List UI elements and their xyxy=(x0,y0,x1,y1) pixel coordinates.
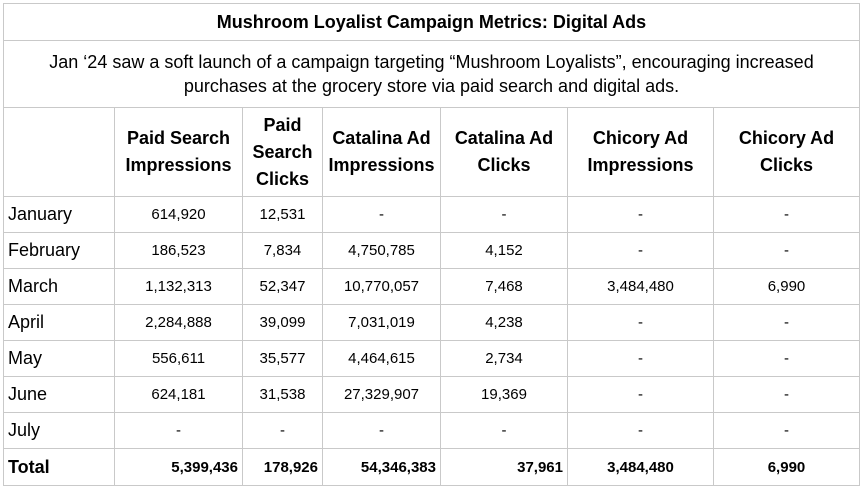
value-cell: 556,611 xyxy=(114,340,243,377)
value-cell: 7,468 xyxy=(440,268,568,305)
value-cell: 6,990 xyxy=(713,268,860,305)
value-cell: - xyxy=(114,412,243,449)
table-row: February 186,523 7,834 4,750,785 4,152- - xyxy=(3,232,860,269)
value-cell: - xyxy=(440,412,568,449)
value-cell: - xyxy=(567,304,714,341)
table-row: July - - - - - - xyxy=(3,412,860,449)
value-cell: 35,577 xyxy=(242,340,323,377)
table-row: June 624,181 31,538 27,329,907 19,369- - xyxy=(3,376,860,413)
header-cell-chicory-ad-impressions: Chicory Ad Impressions xyxy=(567,107,714,197)
value-cell: 2,284,888 xyxy=(114,304,243,341)
value-cell: - xyxy=(713,304,860,341)
value-cell: 7,031,019 xyxy=(322,304,441,341)
value-cell: - xyxy=(713,196,860,233)
value-cell: - xyxy=(713,376,860,413)
table-row: March 1,132,313 52,347 10,770,057 7,468 3,484… xyxy=(3,268,860,305)
month-cell: January xyxy=(3,196,115,233)
month-cell: May xyxy=(3,340,115,377)
header-cell-paid-search-clicks: Paid Search Clicks xyxy=(242,107,323,197)
value-cell: - xyxy=(440,196,568,233)
value-cell: - xyxy=(322,196,441,233)
value-cell: 4,750,785 xyxy=(322,232,441,269)
table-row: May 556,611 35,577 4,464,615 2,734- - xyxy=(3,340,860,377)
value-cell: - xyxy=(242,412,323,449)
value-cell: 1,132,313 xyxy=(114,268,243,305)
value-cell: - xyxy=(713,232,860,269)
value-cell: 3,484,480 xyxy=(567,268,714,305)
header-cell-chicory-ad-clicks: Chicory Ad Clicks xyxy=(713,107,860,197)
value-cell: - xyxy=(322,412,441,449)
table-title: Mushroom Loyalist Campaign Metrics: Digi… xyxy=(3,3,860,41)
value-cell: - xyxy=(713,412,860,449)
header-cell-month xyxy=(3,107,115,197)
month-cell: February xyxy=(3,232,115,269)
value-cell: 27,329,907 xyxy=(322,376,441,413)
value-cell: 19,369 xyxy=(440,376,568,413)
value-cell: 4,464,615 xyxy=(322,340,441,377)
value-cell: - xyxy=(567,340,714,377)
header-cell-paid-search-impressions: Paid Search Impressions xyxy=(114,107,243,197)
value-cell: 4,152 xyxy=(440,232,568,269)
month-cell: June xyxy=(3,376,115,413)
value-cell: - xyxy=(713,340,860,377)
header-cell-catalina-ad-impressions: Catalina Ad Impressions xyxy=(322,107,441,197)
month-cell: April xyxy=(3,304,115,341)
table-subtitle: Jan ‘24 saw a soft launch of a campaign … xyxy=(3,40,860,108)
header-cell-catalina-ad-clicks: Catalina Ad Clicks xyxy=(440,107,568,197)
value-cell: 7,834 xyxy=(242,232,323,269)
value-cell: 2,734 xyxy=(440,340,568,377)
table-row: January 614,920 12,531- - - - xyxy=(3,196,860,233)
value-cell: 186,523 xyxy=(114,232,243,269)
value-cell: 624,181 xyxy=(114,376,243,413)
month-cell: March xyxy=(3,268,115,305)
value-cell: 10,770,057 xyxy=(322,268,441,305)
value-cell: - xyxy=(567,376,714,413)
month-cell: July xyxy=(3,412,115,449)
value-cell: 31,538 xyxy=(242,376,323,413)
value-cell: - xyxy=(567,412,714,449)
value-cell: 12,531 xyxy=(242,196,323,233)
metrics-table: Mushroom Loyalist Campaign Metrics: Digi… xyxy=(3,3,860,486)
table-row: April 2,284,888 39,099 7,031,019 4,238- - xyxy=(3,304,860,341)
value-cell: - xyxy=(567,232,714,269)
value-cell: 52,347 xyxy=(242,268,323,305)
header-row: Paid Search Impressions Paid Search Clic… xyxy=(3,107,860,197)
value-cell: 39,099 xyxy=(242,304,323,341)
metrics-table-frame: Mushroom Loyalist Campaign Metrics: Digi… xyxy=(3,3,860,486)
value-cell: 4,238 xyxy=(440,304,568,341)
value-cell: - xyxy=(567,196,714,233)
value-cell: 614,920 xyxy=(114,196,243,233)
